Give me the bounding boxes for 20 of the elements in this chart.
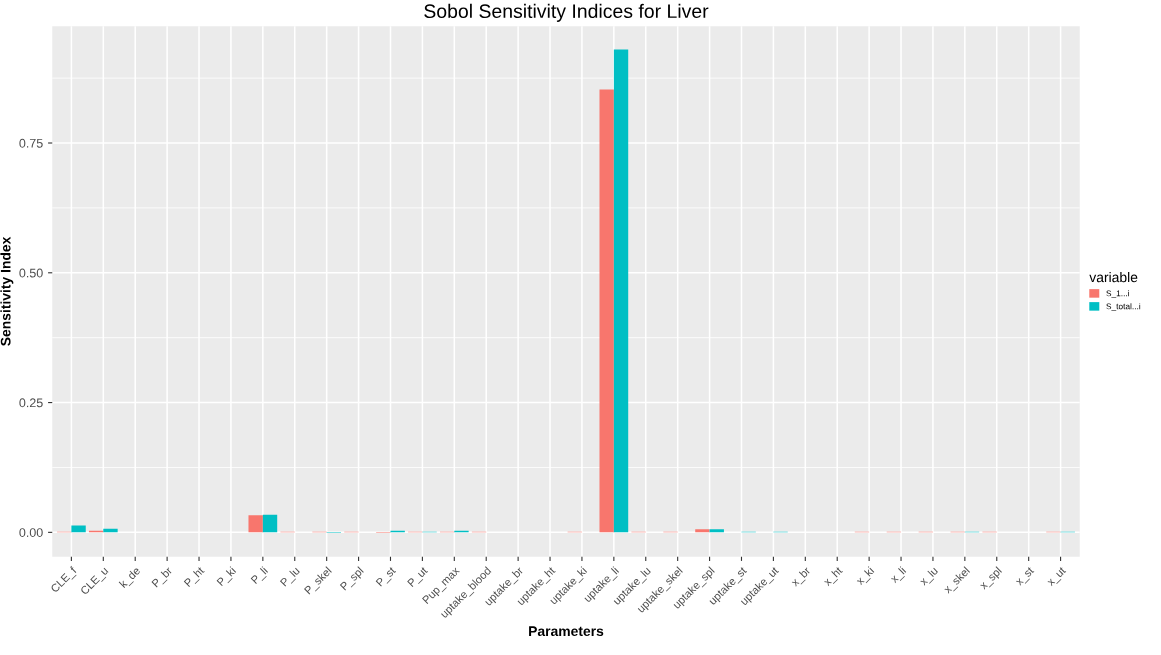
legend-label: S_total...i	[1106, 303, 1141, 311]
x-tick-label: P_li	[250, 566, 270, 586]
bar	[71, 525, 86, 533]
bar	[709, 529, 724, 533]
y-tick-label: 0.75	[19, 138, 43, 148]
bar	[248, 515, 263, 533]
chart-title: Sobol Sensitivity Indices for Liver	[424, 3, 709, 22]
bar	[695, 529, 710, 533]
legend-title: variable	[1089, 272, 1138, 283]
y-tick-label: 0.25	[19, 398, 43, 408]
x-tick-label: x_lu	[918, 566, 940, 588]
y-tick-label: 0.00	[19, 528, 43, 537]
y-tick-label: 0.50	[19, 268, 43, 278]
bar	[613, 49, 629, 533]
x-tick-label: x_li	[889, 566, 908, 585]
y-axis-title: Sensitivity Index	[0, 236, 14, 346]
bar	[599, 89, 614, 533]
bar	[262, 514, 278, 533]
x-axis-title: Parameters	[529, 626, 604, 637]
legend-label: S_1...i	[1106, 290, 1130, 298]
